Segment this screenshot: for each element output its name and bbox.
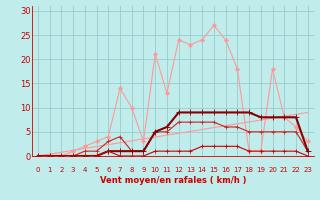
X-axis label: Vent moyen/en rafales ( km/h ): Vent moyen/en rafales ( km/h ) <box>100 176 246 185</box>
